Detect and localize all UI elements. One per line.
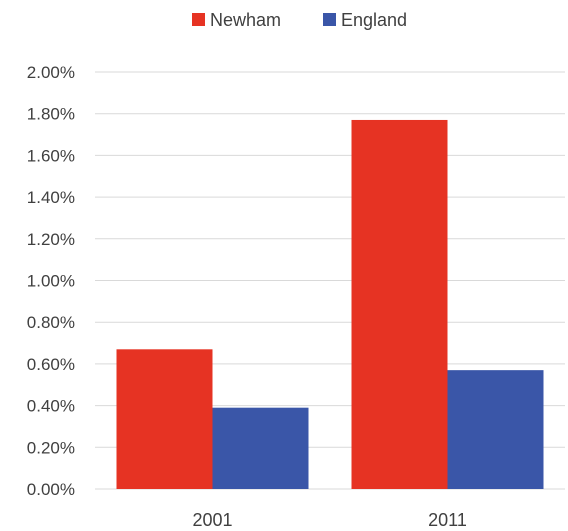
bar-england-2001	[212, 407, 309, 489]
legend-label-england: England	[341, 10, 407, 30]
y-tick-label: 2.00%	[27, 63, 75, 82]
y-tick-label: 1.00%	[27, 272, 75, 291]
y-tick-label: 1.80%	[27, 105, 75, 124]
x-tick-label: 2011	[428, 510, 467, 530]
legend: Newham England	[192, 10, 407, 30]
y-axis: 0.00% 0.20% 0.40% 0.60% 0.80% 1.00% 1.20% 1.40%…	[27, 63, 75, 499]
y-tick-label: 0.40%	[27, 397, 75, 416]
legend-swatch-england	[323, 13, 336, 26]
bar-england-2011	[447, 370, 544, 489]
y-tick-label: 0.60%	[27, 355, 75, 374]
y-tick-label: 1.60%	[27, 146, 75, 165]
legend-label-newham: Newham	[210, 10, 281, 30]
y-tick-label: 1.20%	[27, 230, 75, 249]
bars	[116, 119, 544, 489]
y-tick-label: 1.40%	[27, 188, 75, 207]
y-tick-label: 0.80%	[27, 313, 75, 332]
bar-newham-2011	[351, 119, 448, 489]
y-tick-label: 0.00%	[27, 480, 75, 499]
x-axis: 2001 2011	[192, 510, 466, 530]
legend-swatch-newham	[192, 13, 205, 26]
y-tick-label: 0.20%	[27, 438, 75, 457]
x-tick-label: 2001	[192, 510, 232, 530]
bar-newham-2001	[116, 349, 213, 489]
